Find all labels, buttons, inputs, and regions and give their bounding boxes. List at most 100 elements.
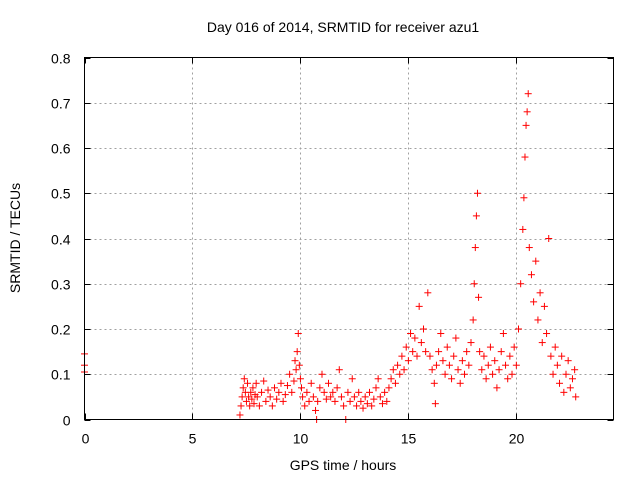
x-tick-label: 15 (401, 431, 417, 447)
data-point (378, 400, 386, 408)
data-point (307, 379, 315, 387)
data-point (491, 357, 499, 365)
x-tick-label: 10 (293, 431, 309, 447)
data-point (525, 244, 533, 252)
data-point (247, 388, 255, 396)
data-point (359, 404, 367, 412)
data-point (288, 388, 296, 396)
y-tick-label: 0.7 (51, 96, 71, 112)
data-point (556, 379, 564, 387)
data-point (266, 393, 274, 401)
x-tick-labels: 0 5 10 15 20 (82, 431, 525, 447)
data-point (409, 348, 417, 356)
data-point (419, 325, 427, 333)
y-tick-label: 0.5 (51, 186, 71, 202)
data-point (475, 293, 483, 301)
data-point (250, 400, 258, 408)
data-point (527, 271, 535, 279)
y-tick-label: 0.8 (51, 51, 71, 67)
data-point (394, 361, 402, 369)
data-point (463, 348, 471, 356)
data-point (443, 343, 451, 351)
x-tick-label: 20 (509, 431, 525, 447)
y-tick-label: 0.3 (51, 277, 71, 293)
data-point (571, 366, 579, 374)
data-point (482, 375, 490, 383)
x-axis-title: GPS time / hours (290, 457, 397, 473)
data-point (357, 397, 365, 405)
data-point (424, 289, 432, 297)
data-point (558, 352, 566, 360)
data-point (520, 194, 528, 202)
data-point (398, 352, 406, 360)
data-point (273, 395, 281, 403)
data-point (374, 375, 382, 383)
data-point (508, 370, 516, 378)
data-point (286, 370, 294, 378)
data-point (456, 379, 464, 387)
data-point (331, 397, 339, 405)
y-tick-label: 0.2 (51, 322, 71, 338)
data-point (361, 393, 369, 401)
data-point (240, 375, 248, 383)
data-point (255, 402, 263, 410)
data-point (512, 361, 520, 369)
data-point (523, 108, 531, 116)
data-point (407, 330, 415, 338)
data-point (271, 384, 279, 392)
data-point (370, 395, 378, 403)
data-point (502, 361, 510, 369)
data-point (538, 339, 546, 347)
data-point (335, 366, 343, 374)
data-point (553, 361, 561, 369)
data-point (366, 388, 374, 396)
data-point (522, 121, 530, 129)
data-point (476, 348, 484, 356)
data-point (413, 352, 421, 360)
x-tick-label: 5 (189, 431, 197, 447)
data-point (376, 393, 384, 401)
x-tick-label: 0 (82, 431, 90, 447)
data-point (430, 379, 438, 387)
data-point (506, 352, 514, 360)
data-point (383, 397, 391, 405)
data-point (543, 330, 551, 338)
data-point (536, 289, 544, 297)
y-tick-labels: 0 0.1 0.2 0.3 0.4 0.5 0.6 0.7 0.8 (51, 51, 71, 429)
data-point (448, 375, 456, 383)
data-point (353, 402, 361, 410)
data-point (473, 189, 481, 197)
data-point (363, 400, 371, 408)
data-point (295, 361, 303, 369)
data-point (350, 393, 358, 401)
data-point (431, 400, 439, 408)
data-point (340, 402, 348, 410)
data-point (372, 384, 380, 392)
data-point (314, 397, 322, 405)
data-point (519, 225, 527, 233)
data-point (239, 384, 247, 392)
data-point (504, 375, 512, 383)
data-point (497, 348, 505, 356)
data-point (465, 361, 473, 369)
data-point (417, 339, 425, 347)
data-point (454, 366, 462, 374)
data-point (281, 391, 289, 399)
data-point (258, 388, 266, 396)
data-point (396, 370, 404, 378)
data-point (348, 375, 356, 383)
data-point (296, 375, 304, 383)
data-point (318, 370, 326, 378)
data-point (540, 302, 548, 310)
data-point (337, 393, 345, 401)
data-point (237, 402, 245, 410)
data-point (517, 280, 525, 288)
data-point (452, 334, 460, 342)
data-point (249, 384, 257, 392)
data-point (299, 393, 307, 401)
data-point (470, 280, 478, 288)
data-point (572, 393, 580, 401)
data-point (415, 302, 423, 310)
data-point (327, 393, 335, 401)
